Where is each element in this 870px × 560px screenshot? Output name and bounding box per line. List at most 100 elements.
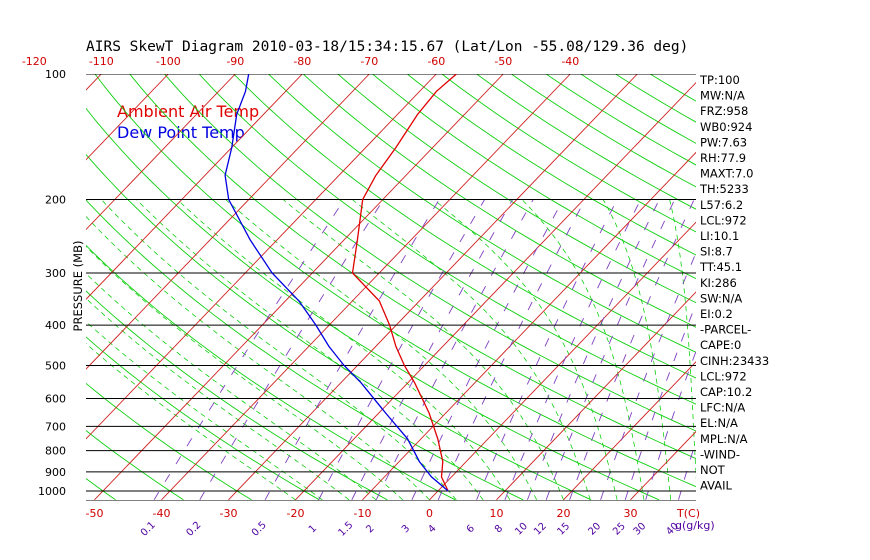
isotherm-line (94, 74, 504, 501)
legend-dew-point-temp: Dew Point Temp (117, 123, 245, 142)
bottom-temp-tick-label: -50 (86, 507, 104, 520)
isotherm-line (86, 74, 102, 91)
index-label: PW:7.63 (700, 135, 747, 149)
index-label: KI:286 (700, 276, 737, 290)
index-label: CAP:10.2 (700, 385, 752, 399)
mixing-ratio-tick-label: 10 (513, 521, 530, 538)
bottom-temp-tick-label: -10 (354, 507, 372, 520)
index-label: -WIND- (700, 447, 740, 461)
isotherm-line (362, 151, 696, 501)
top-temp-tick-label: -100 (156, 55, 181, 68)
moist-adiabat-line (86, 343, 296, 501)
dry-adiabat-line (233, 74, 696, 379)
dry-adiabat-line (649, 74, 696, 102)
index-label: CAPE:0 (700, 338, 741, 352)
moist-adiabat-line (136, 199, 484, 501)
moist-adiabat-line (86, 321, 323, 501)
mixing-ratio-line (351, 199, 513, 501)
index-label: -PARCEL- (700, 323, 751, 337)
index-label: LCL:972 (700, 369, 747, 383)
mixing-ratio-tick-label: 1.5 (337, 520, 356, 539)
index-label: SW:N/A (700, 291, 742, 305)
top-temp-tick-label: -70 (360, 55, 378, 68)
mixing-ratio-tick-label: 3 (400, 523, 412, 535)
isotherm-line (86, 74, 169, 161)
top-temp-tick-label: -120 (22, 55, 47, 68)
mixing-ratio-line (624, 302, 696, 500)
bottom-temp-axis: -50 -40 -30 -20 -10 0 10 20 30 (86, 507, 638, 520)
dry-adiabat-line (86, 199, 524, 501)
dry-adiabat-line (372, 74, 696, 280)
bottom-temp-tick-label: 30 (624, 507, 638, 520)
index-label: LFC:N/A (700, 401, 745, 415)
pressure-tick-label: 500 (45, 360, 66, 373)
mixing-ratio-line (545, 199, 676, 500)
isotherm-line (86, 74, 370, 370)
moist-adiabat-line (602, 199, 672, 500)
mixing-ratio-tick-label: 6 (465, 523, 477, 535)
pressure-tick-label: 900 (45, 466, 66, 479)
dry-adiabat-line (86, 153, 592, 501)
isotherm-line (496, 291, 696, 501)
bottom-temp-tick-label: 10 (490, 507, 504, 520)
index-label: RH:77.9 (700, 151, 746, 165)
dewpoint-profile-line (224, 74, 449, 492)
isotherm-line (228, 74, 638, 501)
index-label: MAXT:7.0 (700, 167, 753, 181)
profile-lines (224, 74, 457, 492)
moist-adiabat-line (86, 215, 430, 501)
mixing-ratio-tick-label: 0.5 (250, 520, 269, 539)
mixing-ratio-labels: 0.1 0.2 0.5 1 1.5 2 3 4 6 8 10 12 15 20 25 30 40 (139, 520, 681, 539)
pressure-axis: 100 200 300 400 500 600 700 800 900 1000 (38, 68, 66, 498)
moist-adiabat-line (521, 199, 645, 500)
dry-adiabat-line (86, 107, 660, 501)
isotherm-line (765, 74, 870, 500)
mixing-ratio-line (375, 199, 534, 500)
dry-adiabat-line (0, 74, 48, 500)
isotherm-line (429, 221, 696, 501)
pressure-tick-label: 1000 (38, 485, 66, 498)
index-label: EL:N/A (700, 416, 738, 430)
top-temp-tick-label: -80 (293, 55, 311, 68)
isotherm-line (86, 74, 437, 440)
dry-adiabat-line (337, 74, 696, 304)
bottom-temp-tick-label: 20 (557, 507, 571, 520)
bottom-temp-tick-label: -20 (287, 507, 305, 520)
top-temp-tick-label: -50 (494, 55, 512, 68)
dry-adiabat-line (302, 74, 696, 328)
moist-adiabat-line (282, 199, 564, 500)
dry-adiabat-line (94, 74, 696, 488)
index-label: CINH:23433 (700, 354, 769, 368)
mixing-ratio-line (437, 199, 586, 500)
mixing-ratio-tick-label: 2 (364, 523, 376, 535)
mixing-ratio-tick-label: 12 (532, 521, 549, 538)
mixing-ratio-tick-label: 15 (555, 521, 572, 538)
dry-adiabat-line (86, 336, 320, 501)
index-label: TP:100 (699, 73, 740, 87)
index-label: TT:45.1 (699, 260, 742, 274)
index-label: LI:10.1 (700, 229, 739, 243)
mixing-ratio-tick-label: 1 (307, 523, 319, 535)
top-temp-axis: -120 -110 -100 -90 -80 -70 -60 -50 -40 (22, 55, 579, 68)
index-label: L57:6.2 (700, 198, 743, 212)
mixing-ratio-line (600, 251, 696, 500)
isotherm-line (563, 361, 696, 501)
top-temp-tick-label: -110 (89, 55, 114, 68)
chart-title: AIRS SkewT Diagram 2010-03-18/15:34:15.6… (86, 39, 688, 55)
index-label: EI:0.2 (700, 307, 733, 321)
dry-adiabat-line (511, 74, 696, 188)
isotherm-line (86, 74, 236, 231)
pressure-tick-label: 400 (45, 319, 66, 332)
index-label: TH:5233 (699, 182, 749, 196)
dry-adiabat-line (198, 74, 696, 405)
mixing-ratio-lines (153, 199, 696, 501)
pressure-tick-label: 700 (45, 420, 66, 433)
mixing-ratio-line (318, 199, 485, 501)
top-temp-tick-label: -60 (427, 55, 445, 68)
isobars (86, 74, 696, 501)
dry-adiabat-line (545, 74, 696, 166)
dry-adiabat-line (164, 74, 696, 432)
index-label: AVAIL (700, 479, 733, 493)
top-temp-tick-label: -40 (561, 55, 579, 68)
moist-adiabat-line (433, 199, 618, 500)
